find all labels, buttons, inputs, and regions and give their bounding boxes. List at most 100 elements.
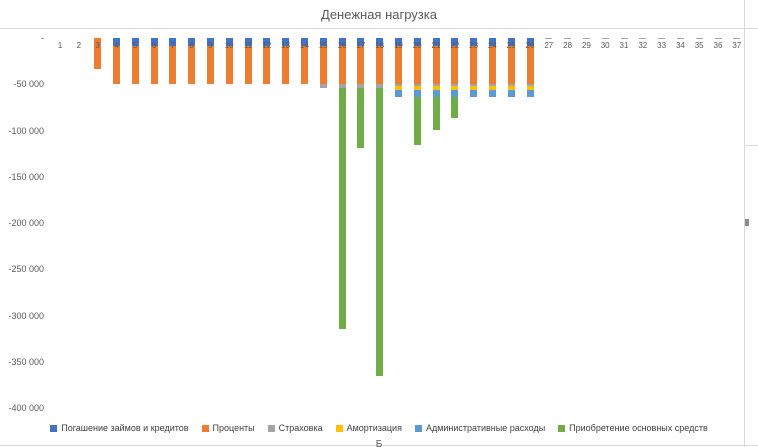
bar-segment — [357, 88, 365, 149]
legend-swatch — [201, 424, 209, 432]
bar-segment — [470, 84, 478, 87]
bar-segment — [131, 46, 139, 85]
bar-segment — [263, 46, 271, 85]
bar-segment — [394, 38, 402, 47]
bar-segment — [263, 38, 271, 47]
bar-segment — [432, 89, 440, 98]
sheet-gridline-fragment — [744, 145, 758, 146]
bar-segment — [150, 46, 158, 85]
bar-segment — [413, 38, 421, 47]
x-axis-label: 27 — [544, 41, 554, 50]
bar-segment — [620, 38, 628, 40]
bar-segment — [526, 89, 534, 98]
legend-swatch — [50, 424, 58, 432]
bar-segment — [376, 88, 384, 376]
x-axis-label: 4 — [114, 41, 119, 50]
bar-segment — [150, 38, 158, 47]
bar-segment — [394, 84, 402, 87]
bar-segment — [695, 38, 703, 40]
bar-segment — [300, 38, 308, 47]
bar-segment — [432, 97, 440, 131]
x-axis-label: 37 — [732, 41, 742, 50]
legend-item: Погашение займов и кредитов — [50, 423, 189, 433]
bar-segment — [376, 38, 384, 47]
bar-segment — [432, 84, 440, 87]
bar-segment — [658, 38, 666, 40]
x-axis-label: 17 — [356, 41, 366, 50]
bar-segment — [545, 38, 553, 40]
x-axis-label: 36 — [713, 41, 723, 50]
bar-segment — [526, 46, 534, 85]
x-axis-label: 23 — [469, 41, 479, 50]
bar-segment — [488, 86, 496, 90]
x-axis-label: 19 — [393, 41, 403, 50]
bar-segment — [639, 38, 647, 40]
legend-swatch — [267, 424, 275, 432]
bar-segment — [507, 38, 515, 47]
chart-title: Денежная нагрузка — [321, 7, 437, 22]
legend-item: Административные расходы — [414, 423, 546, 433]
bar-segment — [451, 86, 459, 90]
bar-segment — [413, 84, 421, 87]
x-axis-label: 15 — [318, 41, 328, 50]
bar-segment — [338, 38, 346, 47]
bar-segment — [94, 38, 102, 69]
x-axis-label: 21 — [431, 41, 441, 50]
bar-segment — [300, 46, 308, 85]
bar-segment — [470, 38, 478, 47]
y-axis-label: -100 000 — [8, 125, 44, 136]
bar-segment — [319, 38, 327, 47]
bar-segment — [488, 84, 496, 87]
y-axis-label: -150 000 — [8, 171, 44, 182]
bar-segment — [376, 46, 384, 85]
y-axis-label: -400 000 — [8, 403, 44, 413]
bar-segment — [733, 38, 741, 40]
bar-segment — [188, 38, 196, 47]
bar-segment — [470, 86, 478, 90]
bar-segment — [112, 38, 120, 47]
y-axis-label: -250 000 — [8, 264, 44, 275]
bar-segment — [188, 46, 196, 85]
bar-segment — [507, 89, 515, 98]
bar-segment — [376, 84, 384, 88]
bar-segment — [282, 46, 290, 85]
bar-segment — [225, 38, 233, 47]
bar-segment — [432, 86, 440, 90]
legend-label: Страховка — [278, 423, 323, 433]
bar-segment — [507, 86, 515, 90]
x-axis-label: 32 — [638, 41, 648, 50]
bar-segment — [451, 97, 459, 118]
bar-segment — [488, 38, 496, 47]
x-axis-label: 9 — [208, 41, 213, 50]
x-axis-label: 28 — [563, 41, 573, 50]
x-axis-label: 2 — [76, 41, 82, 50]
legend-item: Приобретение основных средств — [558, 423, 708, 433]
legend-label: Амортизация — [346, 423, 402, 433]
x-axis-label: 3 — [95, 41, 100, 50]
x-axis-label: 6 — [151, 41, 157, 50]
bar-segment — [488, 89, 496, 98]
x-axis-label: 18 — [375, 41, 385, 50]
chart-border-right — [744, 0, 745, 447]
legend-label: Административные расходы — [425, 423, 546, 433]
y-axis-label: -50 000 — [13, 79, 44, 90]
axis-title-fragment: Б — [375, 439, 383, 447]
bar-segment — [488, 46, 496, 85]
x-axis-label: 29 — [581, 41, 591, 50]
x-axis-label: 26 — [525, 41, 535, 50]
x-axis-label: 10 — [224, 41, 234, 50]
bar-segment — [282, 38, 290, 47]
bar-segment — [338, 84, 346, 88]
legend-label: Приобретение основных средств — [569, 423, 708, 433]
x-axis-label: 7 — [170, 41, 176, 50]
legend-label: Погашение займов и кредитов — [61, 423, 189, 433]
bar-segment — [676, 38, 684, 40]
x-axis-label: 25 — [506, 41, 516, 50]
bar-segment — [244, 38, 252, 47]
bar-segment — [451, 46, 459, 85]
x-axis-label: 8 — [189, 41, 194, 50]
bar-segment — [451, 84, 459, 87]
bar-segment — [206, 38, 214, 47]
